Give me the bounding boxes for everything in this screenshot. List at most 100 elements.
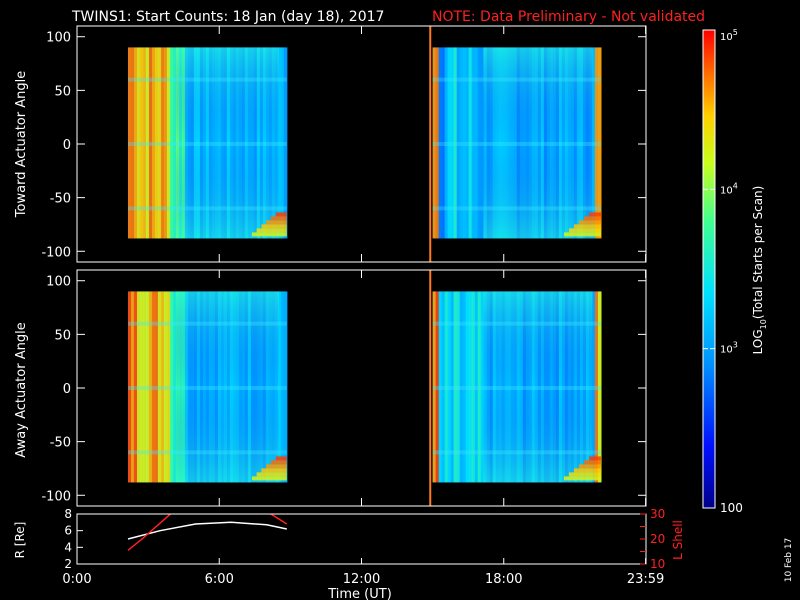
spectrogram-column (447, 47, 452, 239)
spectrogram-column (283, 291, 288, 483)
colorbar-tick-label: 105 (720, 28, 738, 43)
spectrogram-column (435, 291, 440, 483)
spectrogram-overlay (483, 291, 593, 483)
x-tick-label: 12:00 (343, 572, 380, 587)
y-tick-label: 8 (64, 507, 72, 521)
angle-band (432, 206, 601, 211)
spectrogram-column (277, 47, 282, 239)
spectrogram-column (166, 291, 171, 483)
spectrogram-column (130, 47, 135, 239)
y-tick-label: 50 (54, 84, 71, 99)
spectrogram-column (459, 47, 464, 239)
spectrogram-column (450, 47, 455, 239)
spectrogram-column (591, 47, 596, 239)
spectrogram-column (139, 291, 144, 483)
spectrogram-edge (261, 224, 287, 229)
spectrogram-edge (579, 464, 601, 469)
spectrogram-block (432, 291, 602, 483)
spectrogram-column (453, 291, 458, 483)
spectrogram-column (166, 47, 171, 239)
spectrogram-column (142, 47, 147, 239)
angle-band (127, 386, 287, 390)
spectrogram-overlay (175, 291, 279, 483)
spectrogram-column (450, 291, 455, 483)
y-tick-label: 4 (64, 540, 72, 554)
spectrogram-edge (270, 460, 287, 465)
spectrogram-column (136, 47, 141, 239)
colorbar (702, 29, 716, 509)
spectrogram-edge (589, 456, 601, 461)
spectrogram-column (453, 47, 458, 239)
orbit-position-panel: 2 4 6 8 10 20 30 (64, 507, 665, 571)
spectrogram-column (435, 47, 440, 239)
spectrogram-column (465, 47, 470, 239)
spectrogram-overlay (175, 47, 279, 239)
away-angle-ylabel: Away Actuator Angle (14, 322, 29, 457)
y-tick-label: 100 (46, 275, 71, 290)
spectrogram-column (172, 291, 177, 483)
spectrogram-column (432, 291, 437, 483)
spectrogram-column (456, 291, 461, 483)
colorbar-tick-label: 100 (720, 501, 743, 515)
angle-band (432, 321, 601, 326)
spectrogram-column (142, 291, 147, 483)
y-tick-label: -100 (41, 245, 71, 260)
spectrogram-column (283, 47, 288, 239)
colorbar-tick-exponent: 3 (733, 341, 738, 350)
spectrogram-column (133, 47, 138, 239)
spectrogram-column (151, 47, 156, 239)
spectrogram-column (163, 291, 168, 483)
spectrogram-column (139, 47, 144, 239)
x-tick-label: 6:00 (205, 572, 234, 587)
spectrogram-column (438, 47, 443, 239)
spectrogram-column (169, 291, 174, 483)
spectrogram-edge (261, 468, 287, 473)
spectrogram-column (594, 291, 599, 483)
spectrogram-edge (589, 212, 601, 217)
spectrogram-column (438, 291, 443, 483)
spectrogram-edge (574, 224, 601, 229)
spectrogram-edge (266, 220, 287, 225)
y2-tick-label: 10 (650, 557, 665, 571)
y-tick-label: -50 (50, 192, 71, 207)
angle-band (127, 450, 287, 455)
y-tick-label: 6 (64, 524, 72, 538)
spectrogram-column (432, 47, 437, 239)
spectrogram-overlay (483, 47, 593, 239)
spectrogram-edge (275, 212, 287, 217)
spectrogram-column (447, 291, 452, 483)
spectrogram-column (597, 291, 602, 483)
generation-date: 10 Feb 17 (784, 538, 794, 583)
y2-tick-label: 20 (650, 532, 665, 546)
spectrogram-column (148, 291, 153, 483)
colorbar-tick-base: 10 (720, 185, 733, 196)
spectrogram-column (154, 291, 159, 483)
spectrogram-edge (579, 220, 601, 225)
spectrogram-edge (256, 472, 287, 477)
spectrogram-column (169, 47, 174, 239)
spectrogram-column (145, 291, 150, 483)
spectrogram-edge (256, 228, 287, 233)
spectrogram-column (157, 291, 162, 483)
spectrogram-edge (251, 232, 287, 237)
spectrogram-column (127, 47, 132, 239)
y-tick-label: 2 (64, 557, 72, 571)
y2-tick-label: 30 (650, 507, 665, 521)
y-tick-label: -100 (41, 489, 71, 504)
spectrogram-edge (574, 468, 601, 473)
toward-angle-ylabel: Toward Actuator Angle (14, 71, 29, 218)
spectrogram-column (462, 47, 467, 239)
spectrogram-column (151, 291, 156, 483)
spectrogram-column (480, 291, 485, 483)
x-tick-label: 18:00 (485, 572, 522, 587)
x-tick-labels: 0:00 6:00 12:00 18:00 23:59 (62, 572, 664, 587)
spectrogram-column (277, 291, 282, 483)
spectrogram-column (441, 291, 446, 483)
spectrogram-column (441, 47, 446, 239)
spectrogram-block (432, 47, 602, 239)
away-actuator-angle-panel: 100 50 0 -50 -100 (41, 269, 647, 507)
radius-ylabel: R [Re] (13, 522, 27, 559)
angle-band (432, 386, 601, 390)
plot-title: TWINS1: Start Counts: 18 Jan (day 18), 2… (71, 9, 384, 25)
